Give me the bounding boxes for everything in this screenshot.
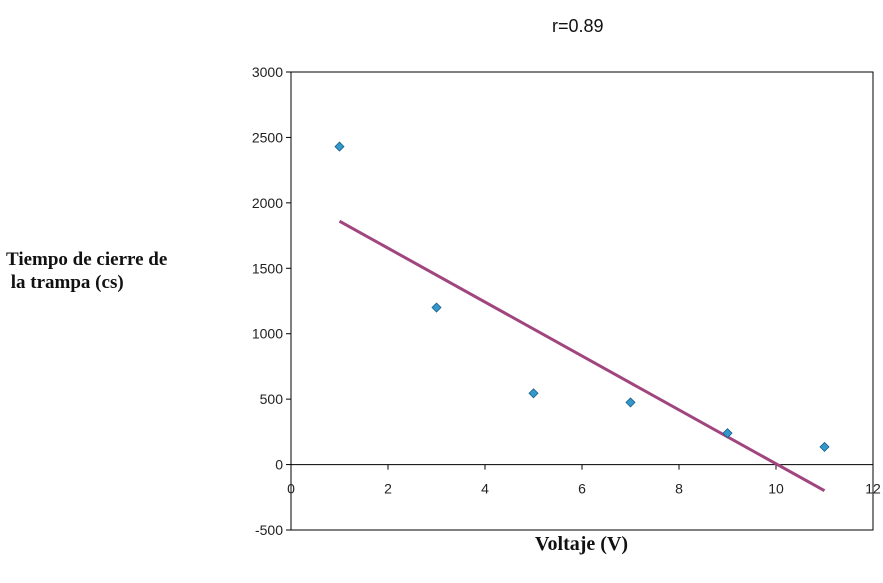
y-axis-label-line-1: Tiempo de cierre de bbox=[6, 249, 168, 270]
x-tick-label: 10 bbox=[768, 481, 784, 497]
data-point bbox=[431, 302, 442, 313]
correlation-annotation: r=0.89 bbox=[552, 16, 604, 36]
y-tick-label: 2000 bbox=[252, 195, 283, 211]
y-tick-label: 1500 bbox=[252, 260, 283, 276]
plot-area-border bbox=[290, 71, 874, 531]
x-tick-label: 6 bbox=[578, 481, 586, 497]
data-point bbox=[528, 388, 539, 399]
x-tick-label: 4 bbox=[481, 481, 489, 497]
data-point bbox=[722, 428, 733, 439]
trendline bbox=[338, 219, 826, 493]
x-axis-label: Voltaje (V) bbox=[534, 533, 629, 555]
data-point bbox=[819, 441, 830, 452]
y-tick-label: 3000 bbox=[252, 64, 283, 80]
y-tick-label: 1000 bbox=[252, 326, 283, 342]
data-point bbox=[625, 397, 636, 408]
y-axis-label-line-2: la trampa (cs) bbox=[6, 272, 124, 293]
x-tick-label: 2 bbox=[384, 481, 392, 497]
x-tick-label: 0 bbox=[287, 481, 295, 497]
x-tick-label: 12 bbox=[865, 481, 881, 497]
x-tick-label: 8 bbox=[675, 481, 683, 497]
data-point bbox=[334, 141, 345, 152]
y-tick-label: 500 bbox=[260, 391, 284, 407]
y-axis-label: Tiempo de cierre de la trampa (cs) bbox=[6, 248, 246, 294]
y-tick-label: 0 bbox=[275, 457, 283, 473]
y-tick-label: -500 bbox=[255, 522, 283, 538]
y-tick-label: 2500 bbox=[252, 129, 283, 145]
